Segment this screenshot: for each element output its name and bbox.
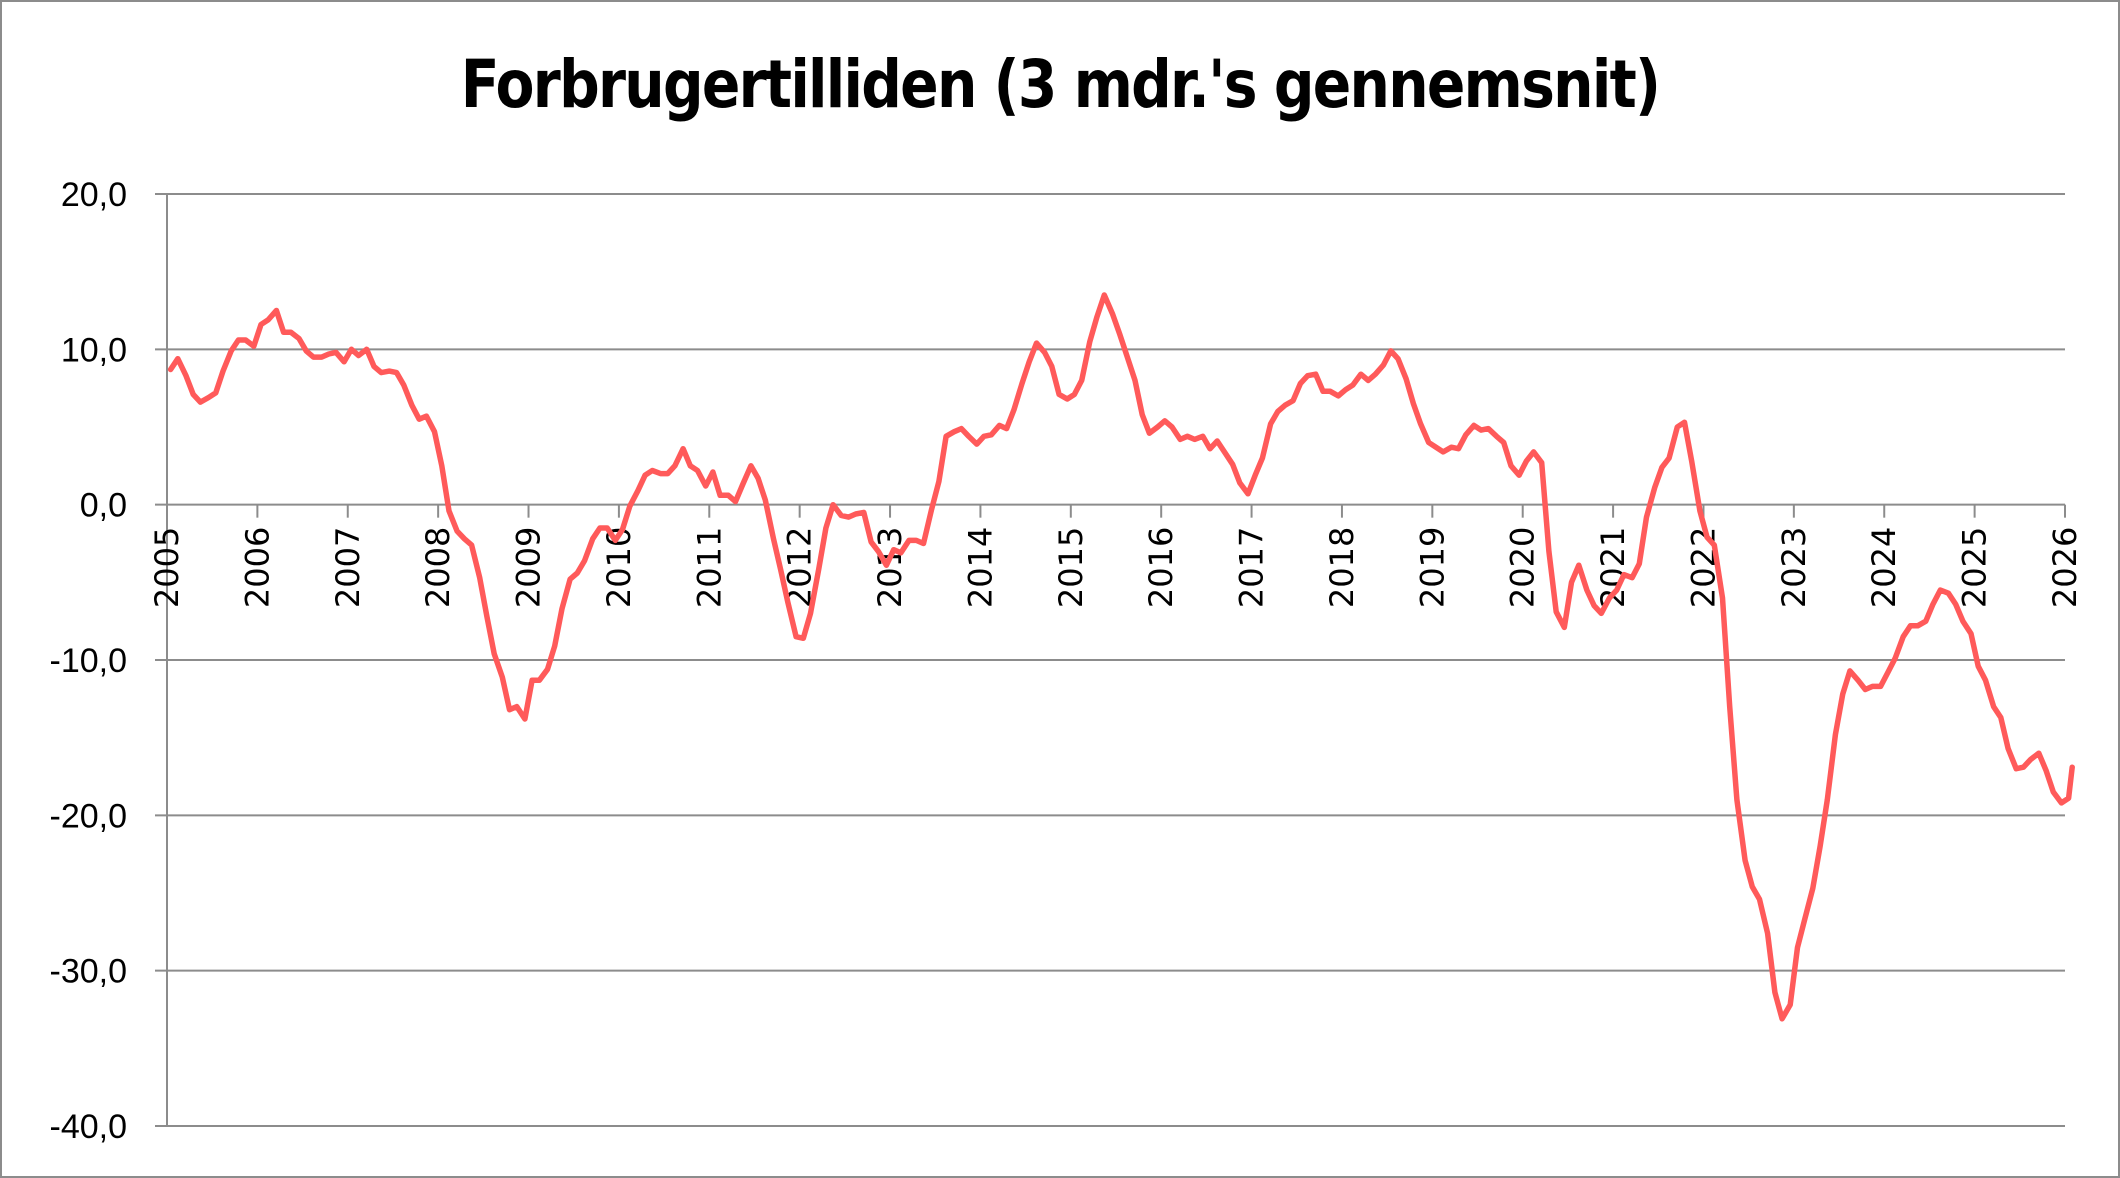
x-tick-label: 2011 [690, 527, 728, 608]
y-tick-label: -30,0 [50, 953, 128, 991]
x-tick-label: 2014 [961, 527, 999, 608]
x-tick-label: 2006 [238, 527, 276, 608]
x-tick-label: 2026 [2046, 527, 2084, 608]
chart-title: Forbrugertilliden (3 mdr.'s gennemsnit) [460, 46, 1661, 123]
x-tick-label: 2007 [329, 527, 367, 608]
x-tick-label: 2008 [419, 527, 457, 608]
y-tick-label: 0,0 [80, 487, 127, 525]
x-tick-label: 2005 [148, 527, 186, 608]
x-tick-label: 2015 [1052, 527, 1090, 608]
x-tick-label: 2010 [600, 527, 638, 608]
horizontal-gridlines [155, 193, 2065, 1127]
x-tick-label: 2024 [1865, 527, 1903, 608]
x-tick-label: 2025 [1956, 527, 1994, 608]
x-tick-label: 2020 [1504, 527, 1542, 608]
y-tick-label: 10,0 [61, 331, 127, 369]
x-tick-label: 2018 [1323, 527, 1361, 608]
y-tick-label: -40,0 [50, 1108, 128, 1146]
x-tick-label: 2013 [871, 527, 909, 608]
x-tick-label: 2016 [1142, 527, 1180, 608]
x-tick-label: 2017 [1233, 527, 1271, 608]
y-tick-label: -10,0 [50, 642, 128, 680]
consumer-confidence-line [167, 292, 2075, 1022]
y-tick-label: -20,0 [50, 797, 128, 835]
x-axis: 2005 2006 2007 2008 2009 2010 2011 2012 2013 2014… [148, 504, 2084, 608]
y-axis: 20,0 10,0 0,0 -10,0 -20,0 -30,0 -40,0 [50, 176, 168, 1146]
x-tick-label: 2009 [510, 527, 548, 608]
x-tick-label: 2023 [1775, 527, 1813, 608]
y-tick-label: 20,0 [61, 176, 127, 214]
x-tick-label: 2019 [1413, 527, 1451, 608]
